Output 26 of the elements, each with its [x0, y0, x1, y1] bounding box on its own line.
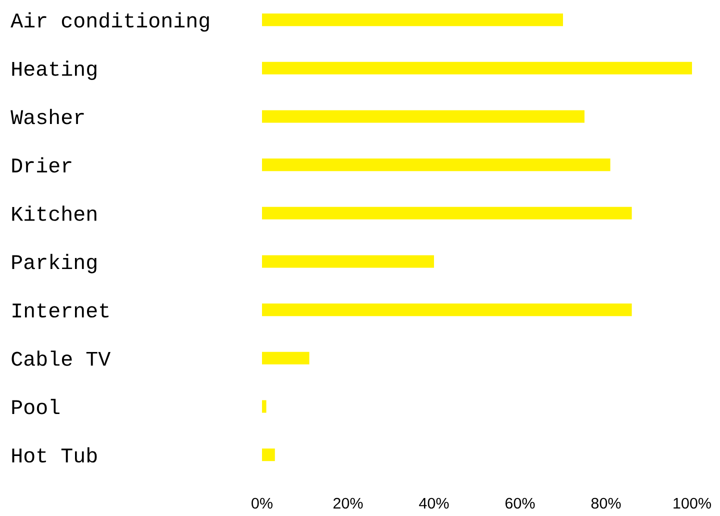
- x-tick-label: 100%: [674, 498, 711, 509]
- bar: [262, 158, 610, 172]
- y-tick-label: Air conditioning: [10, 12, 209, 32]
- x-tick-label: 20%: [333, 498, 363, 509]
- y-tick-label: Internet: [12, 303, 108, 318]
- bar: [262, 400, 266, 413]
- y-tick-label: Heating: [12, 60, 96, 80]
- y-tick-label: Hot Tub: [12, 447, 97, 463]
- bar: [262, 352, 310, 364]
- y-tick-label: Parking: [12, 254, 96, 274]
- bar: [262, 255, 434, 268]
- y-tick-label: Pool: [12, 398, 60, 414]
- y-tick-label: Cable TV: [12, 350, 111, 366]
- y-tick-label: Drier: [12, 157, 72, 173]
- bar: [262, 206, 632, 220]
- bar: [262, 304, 632, 316]
- bar: [262, 62, 692, 74]
- x-tick-label: 0%: [252, 498, 272, 509]
- bar: [262, 14, 563, 26]
- x-tick-label: 40%: [419, 498, 449, 509]
- x-tick-label: 80%: [591, 498, 621, 509]
- bar: [262, 448, 275, 462]
- bar: [262, 110, 584, 123]
- y-tick-label: Washer: [10, 108, 84, 124]
- y-tick-label: Kitchen: [12, 206, 96, 221]
- x-tick-label: 60%: [505, 498, 535, 509]
